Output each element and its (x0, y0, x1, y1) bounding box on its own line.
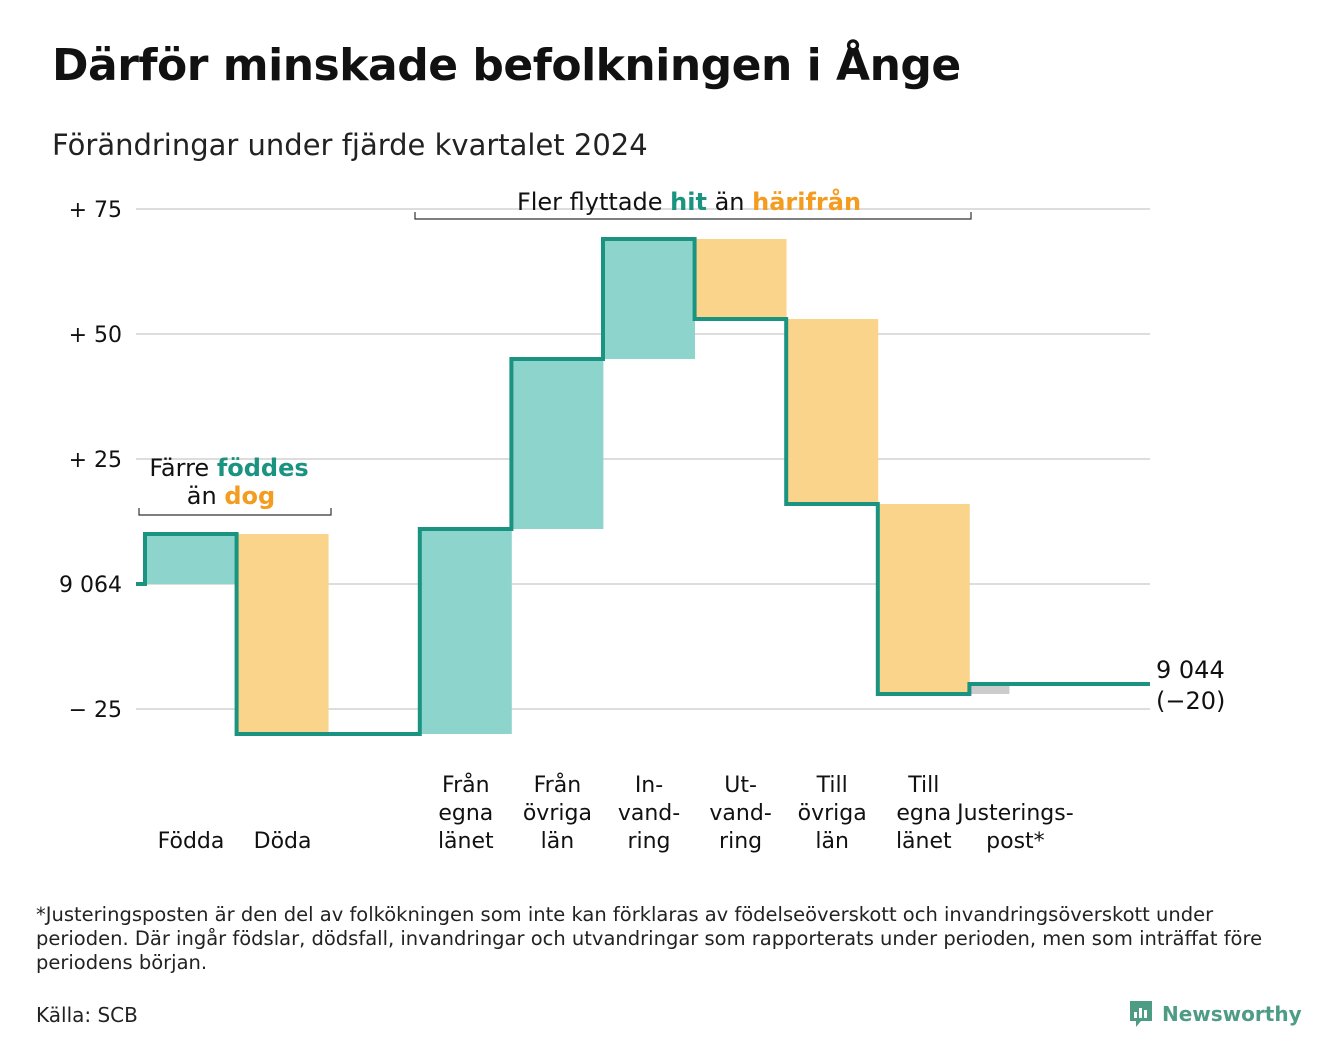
waterfall-chart: + 75 + 50 + 25 9 064 − 25 Födda Döda Från egna lä… (59, 187, 1225, 854)
x-tick-label: Födda (158, 829, 225, 854)
x-tick-label: Ut- (724, 773, 757, 798)
bar-in (419, 529, 512, 734)
footnote: *Justeringsposten är den del av folkökni… (36, 903, 1263, 974)
x-tick-label: Från (534, 772, 582, 798)
x-tick-label: länet (896, 829, 952, 854)
x-tick-label: In- (635, 773, 663, 798)
bar-in (603, 239, 695, 359)
bar-in (511, 359, 604, 529)
migration-bracket (414, 212, 972, 220)
bar-out (236, 534, 329, 734)
x-tick-label: länet (438, 829, 494, 854)
y-tick-label: + 75 (69, 198, 122, 223)
x-tick-label: vand- (618, 801, 680, 826)
source-label: Källa: SCB (36, 1003, 138, 1027)
brand-logo: Newsworthy (1128, 998, 1302, 1030)
x-tick-label: Justerings- (955, 801, 1074, 826)
y-tick-label: + 50 (69, 323, 122, 348)
population-line (136, 237, 1150, 736)
x-tick-label: Till (907, 773, 939, 798)
births-bracket (138, 508, 332, 516)
x-tick-label: län (815, 829, 849, 854)
births-annotation-line2: än dog (187, 482, 275, 510)
y-tick-label: − 25 (69, 698, 122, 723)
bar-out (877, 504, 970, 694)
x-tick-label: Döda (254, 829, 312, 854)
end-change-label: (−20) (1156, 687, 1225, 715)
bar-out (694, 239, 787, 319)
chart-title: Därför minskade befolkningen i Ånge (52, 40, 961, 91)
births-annotation-line1: Färre föddes (149, 454, 308, 482)
x-tick-label: övriga (798, 801, 867, 826)
x-tick-label: Från (442, 772, 490, 798)
migration-annotation: Fler flyttade hit än härifrån (517, 187, 861, 216)
bar-adj (969, 684, 1010, 694)
bar-in (145, 534, 237, 584)
x-tick-label: egna (896, 801, 951, 826)
y-tick-label: 9 064 (59, 573, 122, 598)
chart-subtitle: Förändringar under fjärde kvartalet 2024 (52, 128, 648, 162)
brand-name: Newsworthy (1162, 1002, 1302, 1026)
y-tick-label: + 25 (69, 448, 122, 473)
end-population-label: 9 044 (1156, 656, 1225, 684)
x-tick-label: övriga (523, 801, 592, 826)
bar-out (786, 319, 879, 504)
x-tick-label: län (541, 829, 575, 854)
x-tick-label: ring (627, 829, 670, 854)
x-tick-label: vand- (709, 801, 771, 826)
x-tick-label: post* (986, 829, 1045, 854)
newsworthy-logo-icon (1130, 1001, 1152, 1027)
x-tick-label: Till (816, 773, 848, 798)
x-tick-label: egna (438, 801, 493, 826)
x-tick-label: ring (719, 829, 762, 854)
